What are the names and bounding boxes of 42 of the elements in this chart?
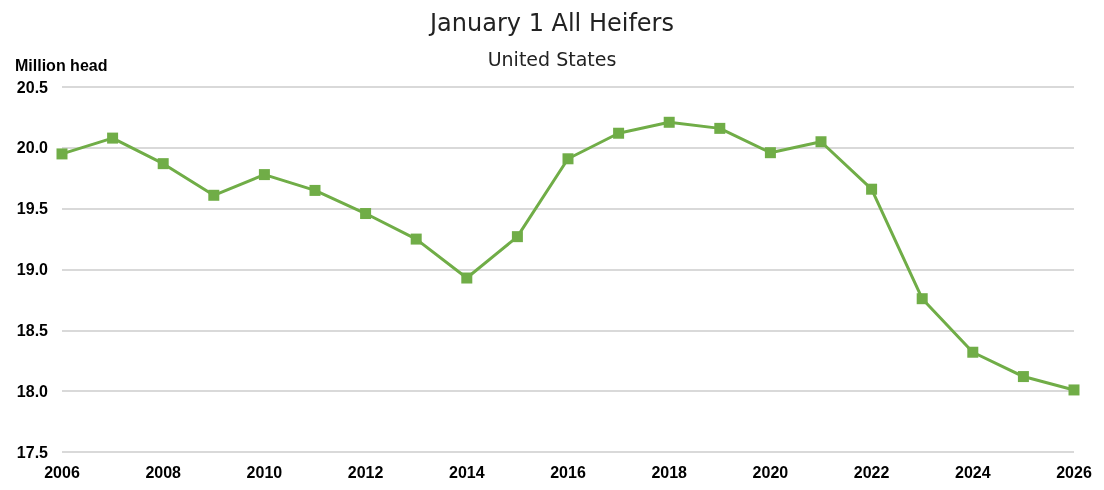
point [714,122,726,134]
y-tick-label: 20.0 [16,139,49,157]
point [208,189,220,201]
y-tick-label: 17.5 [16,443,49,461]
point [613,127,625,139]
point [1017,371,1029,383]
y-axis-title: Million head [15,56,108,74]
point [157,158,169,170]
chart-title: January 1 All Heifers [428,9,674,37]
x-tick-label: 2012 [347,463,384,481]
point [107,132,119,144]
point [663,116,675,128]
y-tick-label: 19.5 [16,200,49,218]
point [815,136,827,148]
point [56,148,68,160]
x-tick-label: 2020 [752,463,789,481]
x-tick-label: 2014 [449,463,485,481]
y-tick-label: 20.5 [16,78,49,96]
x-tick-label: 2006 [44,463,80,481]
x-tick-label: 2016 [550,463,586,481]
x-tick-label: 2022 [853,463,890,481]
x-tick-label: 2026 [1056,463,1092,481]
point [360,208,372,220]
x-tick-label: 2018 [651,463,688,481]
x-tick-label: 2024 [955,463,991,481]
x-tick-label: 2010 [246,463,283,481]
point [916,293,928,305]
point [866,183,878,195]
point [967,346,979,358]
point [764,147,776,159]
point [410,233,422,245]
point [511,231,523,243]
y-tick-label: 19.0 [16,261,49,278]
point [562,153,574,165]
chart-subtitle: United States [487,47,617,70]
point [309,184,321,196]
point [1068,384,1080,396]
y-tick-label: 18.5 [16,321,49,339]
y-tick-label: 18.0 [16,382,49,400]
point [258,169,270,181]
x-tick-label: 2008 [145,463,182,481]
point [461,272,473,284]
